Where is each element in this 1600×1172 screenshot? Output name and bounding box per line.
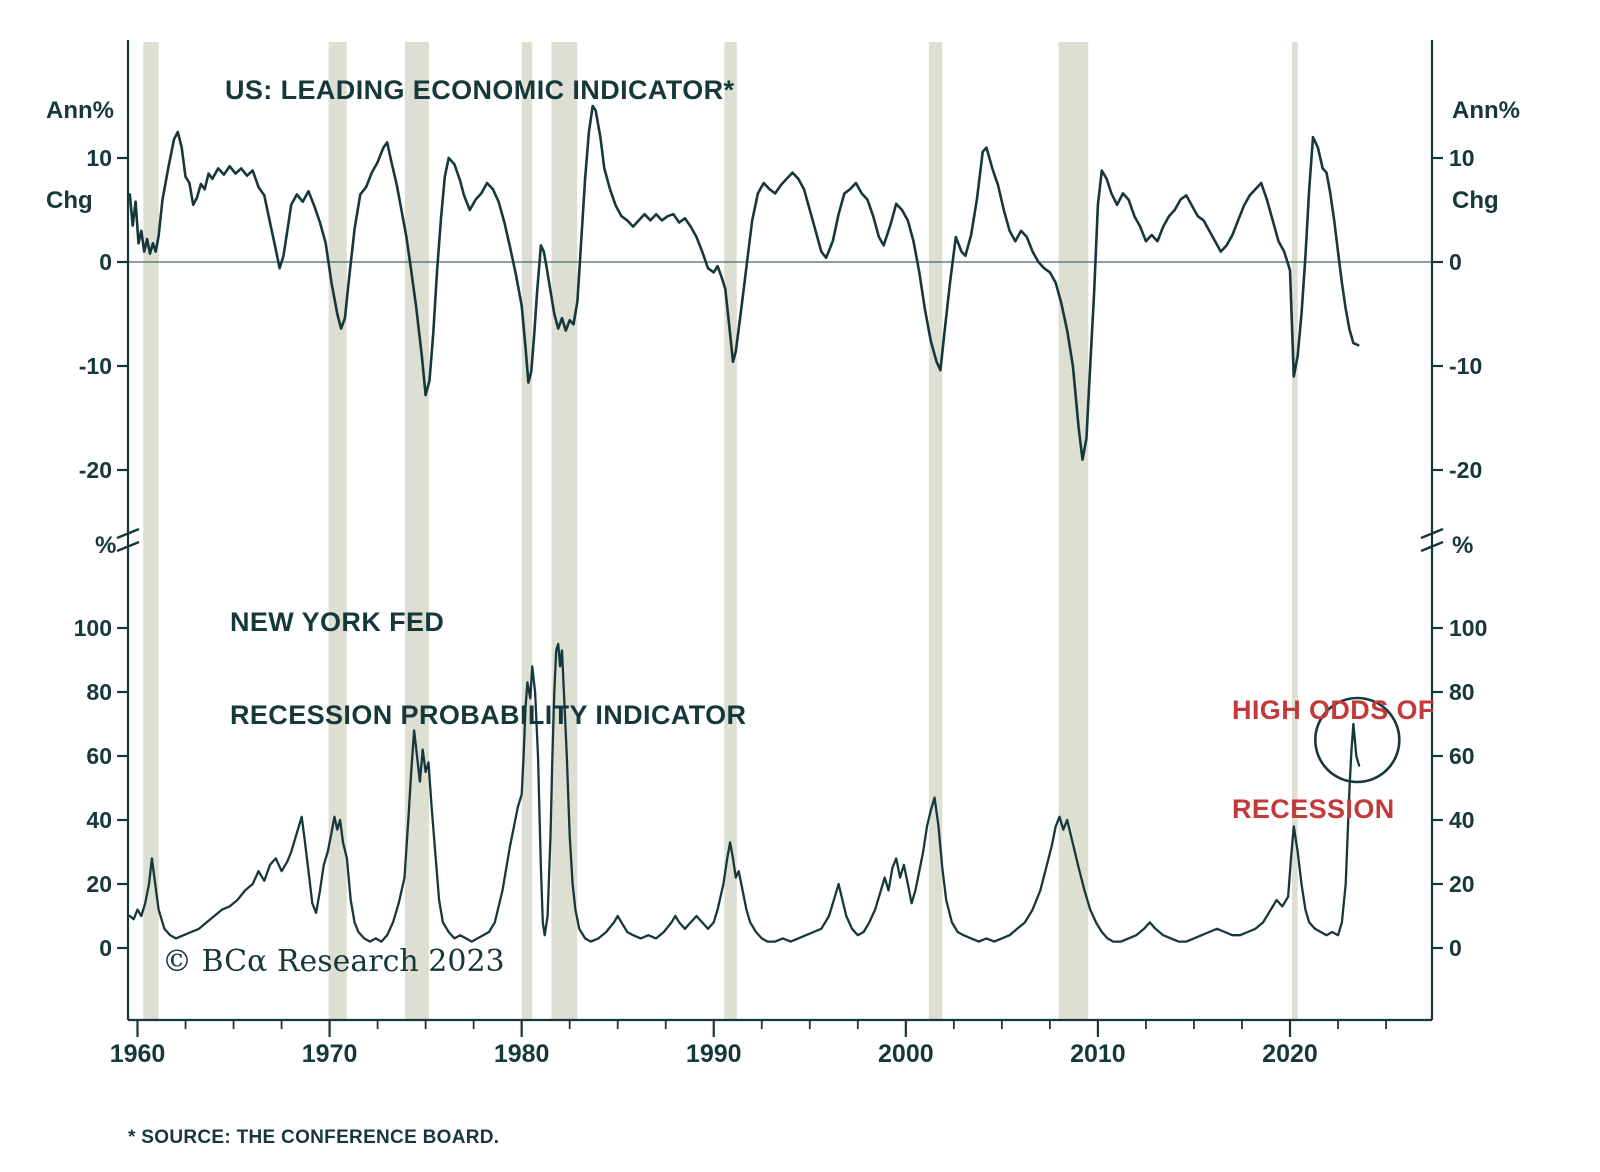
recession-band [1291,42,1298,1020]
x-tick-label: 1970 [302,1040,358,1068]
recession-band [724,42,737,1020]
y-tick-label: 100 [74,615,112,641]
y-tick-label: 40 [86,807,112,833]
x-tick-label: 1980 [494,1040,550,1068]
copyright-notice: © BCα Research 2023 [162,944,505,979]
bottom-panel-title-line1: NEW YORK FED [230,607,445,637]
recession-band [328,42,347,1020]
bottom-right-unit-label: % [1452,532,1474,559]
y-tick-label: -10 [79,353,112,379]
recession-band [521,42,533,1020]
recession-band [551,42,578,1020]
y-tick-label: 0 [99,935,112,961]
footnotes: * SOURCE: THE CONFERENCE BOARD. NOTE: SH… [128,1070,768,1172]
axis-break-mark [116,527,140,540]
x-tick-label: 1960 [110,1040,166,1068]
bottom-panel-title-line2: RECESSION PROBABILITY INDICATOR [230,700,747,730]
bottom-left-unit-label: % [95,532,117,559]
unit-line: Chg [46,187,93,214]
axis-break-mark [1420,527,1444,540]
y-tick-label: 0 [1449,935,1462,961]
high-odds-annotation: HIGH ODDS OF RECESSION [1232,628,1435,892]
bottom-panel-title: NEW YORK FED RECESSION PROBABILITY INDIC… [230,545,746,793]
top-panel-title: US: LEADING ECONOMIC INDICATOR* [225,75,735,105]
footnote-source: * SOURCE: THE CONFERENCE BOARD. [128,1127,500,1148]
top-left-unit-label: Ann% Chg [46,36,114,276]
recession-probability-line [128,642,1361,943]
x-tick-label: 2000 [878,1040,934,1068]
leading-indicator-line [128,104,1360,461]
axis-break-mark [116,540,140,553]
y-tick-label: 100 [1449,615,1487,641]
y-tick-label: 60 [1449,743,1475,769]
recession-band [404,42,429,1020]
y-tick-label: -20 [1449,457,1482,483]
y-tick-label: 80 [86,679,112,705]
recession-band [928,42,943,1020]
annotation-line2: RECESSION [1232,794,1395,824]
x-tick-label: 2020 [1262,1040,1318,1068]
recession-spike-circle [1314,696,1401,784]
x-tick-label: 1990 [686,1040,742,1068]
y-tick-label: -10 [1449,353,1482,379]
y-tick-label: 20 [1449,871,1475,897]
y-tick-label: 20 [86,871,112,897]
y-tick-label: 0 [99,249,112,275]
annotation-line1: HIGH ODDS OF [1232,695,1435,725]
unit-line: Chg [1452,187,1499,214]
x-tick-label: 2010 [1070,1040,1126,1068]
recession-band [143,42,159,1020]
y-tick-label: 10 [1449,145,1475,171]
unit-line: Ann% [1452,97,1520,124]
y-tick-label: 0 [1449,249,1462,275]
unit-line: Ann% [46,97,114,124]
y-tick-label: -20 [79,457,112,483]
y-tick-label: 80 [1449,679,1475,705]
y-tick-label: 60 [86,743,112,769]
top-right-unit-label: Ann% Chg [1452,36,1520,276]
y-tick-label: 10 [86,145,112,171]
axis-break-mark [1420,540,1444,553]
recession-band [1058,42,1089,1020]
y-tick-label: 40 [1449,807,1475,833]
